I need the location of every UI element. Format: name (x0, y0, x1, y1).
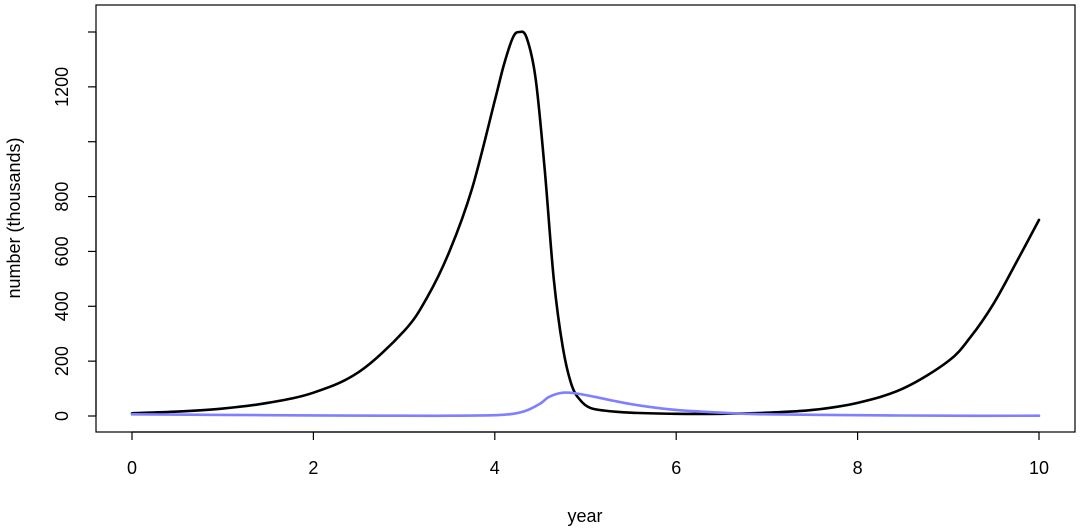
y-tick-label: 0 (52, 411, 72, 421)
x-tick-label: 0 (127, 458, 137, 478)
series-line-1 (130, 30, 1041, 416)
x-tick-label: 8 (853, 458, 863, 478)
series-line-2 (130, 391, 1041, 418)
x-tick-label: 6 (671, 458, 681, 478)
x-axis: 0 2 4 6 8 10 (127, 431, 1049, 478)
y-tick-label: 400 (52, 291, 72, 321)
y-tick-label: 200 (52, 346, 72, 376)
x-axis-title: year (567, 506, 602, 526)
y-axis: 0 200 400 600 800 1200 (52, 31, 97, 421)
y-tick-label: 1200 (52, 67, 72, 107)
x-tick-label: 4 (490, 458, 500, 478)
series-layer (130, 30, 1041, 418)
x-tick-label: 2 (308, 458, 318, 478)
y-tick-label: 800 (52, 182, 72, 212)
plot-frame (95, 4, 1076, 433)
x-tick-label: 10 (1029, 458, 1049, 478)
y-axis-title: number (thousands) (4, 137, 24, 298)
y-tick-label: 600 (52, 236, 72, 266)
